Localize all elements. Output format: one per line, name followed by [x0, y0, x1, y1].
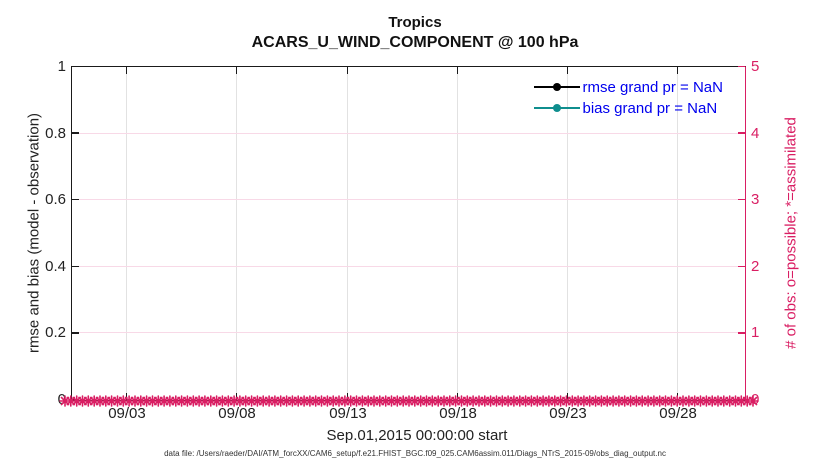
x-gridline: [346, 66, 348, 400]
assimilated-obs-markers: [58, 394, 759, 407]
x-tick-top: [676, 66, 679, 74]
chart-region-title: Tropics: [388, 14, 442, 31]
legend-label-bias: bias grand pr = NaN: [582, 99, 718, 117]
x-tick-top: [566, 66, 569, 74]
right-axis-tick-label: 2: [751, 257, 760, 275]
bias-line-sample: [533, 104, 580, 112]
legend-label-rmse: rmse grand pr = NaN: [582, 78, 723, 96]
left-y-tick: [71, 332, 79, 334]
left-axis-tick-label: 0.8: [45, 124, 66, 142]
x-tick-label: 09/23: [549, 405, 587, 422]
right-y-tick: [737, 198, 745, 201]
x-tick-label: 09/18: [439, 405, 477, 422]
x-tick-top: [346, 66, 349, 74]
x-tick-bottom: [235, 392, 238, 400]
left-axis-tick-label: 0.4: [45, 257, 66, 275]
x-tick-bottom: [676, 392, 679, 400]
right-y-tick: [737, 132, 745, 134]
x-tick-top: [456, 66, 459, 74]
x-gridline: [236, 66, 238, 400]
legend-item-bias[interactable]: bias grand pr = NaN: [533, 98, 723, 119]
x-gridline: [567, 66, 568, 400]
left-y-tick: [71, 65, 79, 68]
x-tick-label: 09/08: [218, 405, 256, 422]
left-axis-title: rmse and bias (model - observation): [25, 112, 43, 354]
left-axis-tick-label: 0.6: [45, 191, 66, 209]
rmse-marker-dot: [552, 83, 561, 91]
left-axis-tick-label: 0.2: [45, 324, 66, 342]
right-axis-tick-label: 3: [751, 191, 760, 209]
x-tick-label: 09/28: [659, 405, 697, 422]
x-tick-label: 09/03: [108, 405, 146, 422]
left-y-tick: [71, 265, 79, 268]
x-tick-bottom: [566, 392, 569, 400]
right-y-tick: [737, 332, 745, 334]
y-gridline: [71, 332, 745, 334]
obs-count-marker-band: [58, 394, 759, 407]
chart-variable-title: ACARS_U_WIND_COMPONENT @ 100 hPa: [251, 34, 579, 51]
data-file-path: data file: /Users/raeder/DAI/ATM_forcXX/…: [164, 449, 666, 458]
x-gridline: [457, 66, 459, 400]
rmse-line-sample: [533, 83, 580, 91]
right-axis-tick-label: 4: [751, 124, 760, 142]
x-tick-bottom: [125, 392, 128, 400]
bias-marker-dot: [552, 104, 561, 112]
right-axis-tick-label: 1: [751, 324, 760, 342]
y-gridline: [71, 199, 745, 201]
legend: rmse grand pr = NaN bias grand pr = NaN: [533, 77, 723, 119]
legend-item-rmse[interactable]: rmse grand pr = NaN: [533, 77, 723, 98]
chart-title-block: Tropics ACARS_U_WIND_COMPONENT @ 100 hPa: [0, 14, 830, 52]
x-tick-bottom: [346, 392, 349, 400]
right-axis-tick-label: 0: [751, 391, 760, 408]
right-y-tick: [737, 265, 745, 268]
left-axis-tick-label: 1: [57, 58, 66, 75]
left-axis-tick-label: 0: [57, 391, 66, 408]
x-tick-bottom: [456, 392, 459, 400]
plot-area: rmse grand pr = NaN bias grand pr = NaN: [58, 65, 759, 407]
x-axis-title: Sep.01,2015 00:00:00 start: [326, 427, 508, 444]
left-y-tick: [71, 132, 79, 134]
right-axis-title: # of obs: o=possible; *=assimilated: [782, 117, 800, 349]
right-axis-tick-label: 5: [751, 58, 760, 75]
x-tick-label: 09/13: [329, 405, 367, 422]
left-y-tick: [71, 198, 79, 201]
x-gridline: [677, 66, 679, 400]
x-gridline: [125, 66, 127, 400]
y-gridline: [71, 265, 745, 267]
x-tick-top: [235, 66, 238, 74]
y-gridline: [71, 132, 745, 134]
right-y-tick: [737, 65, 745, 68]
x-tick-top: [125, 66, 128, 74]
